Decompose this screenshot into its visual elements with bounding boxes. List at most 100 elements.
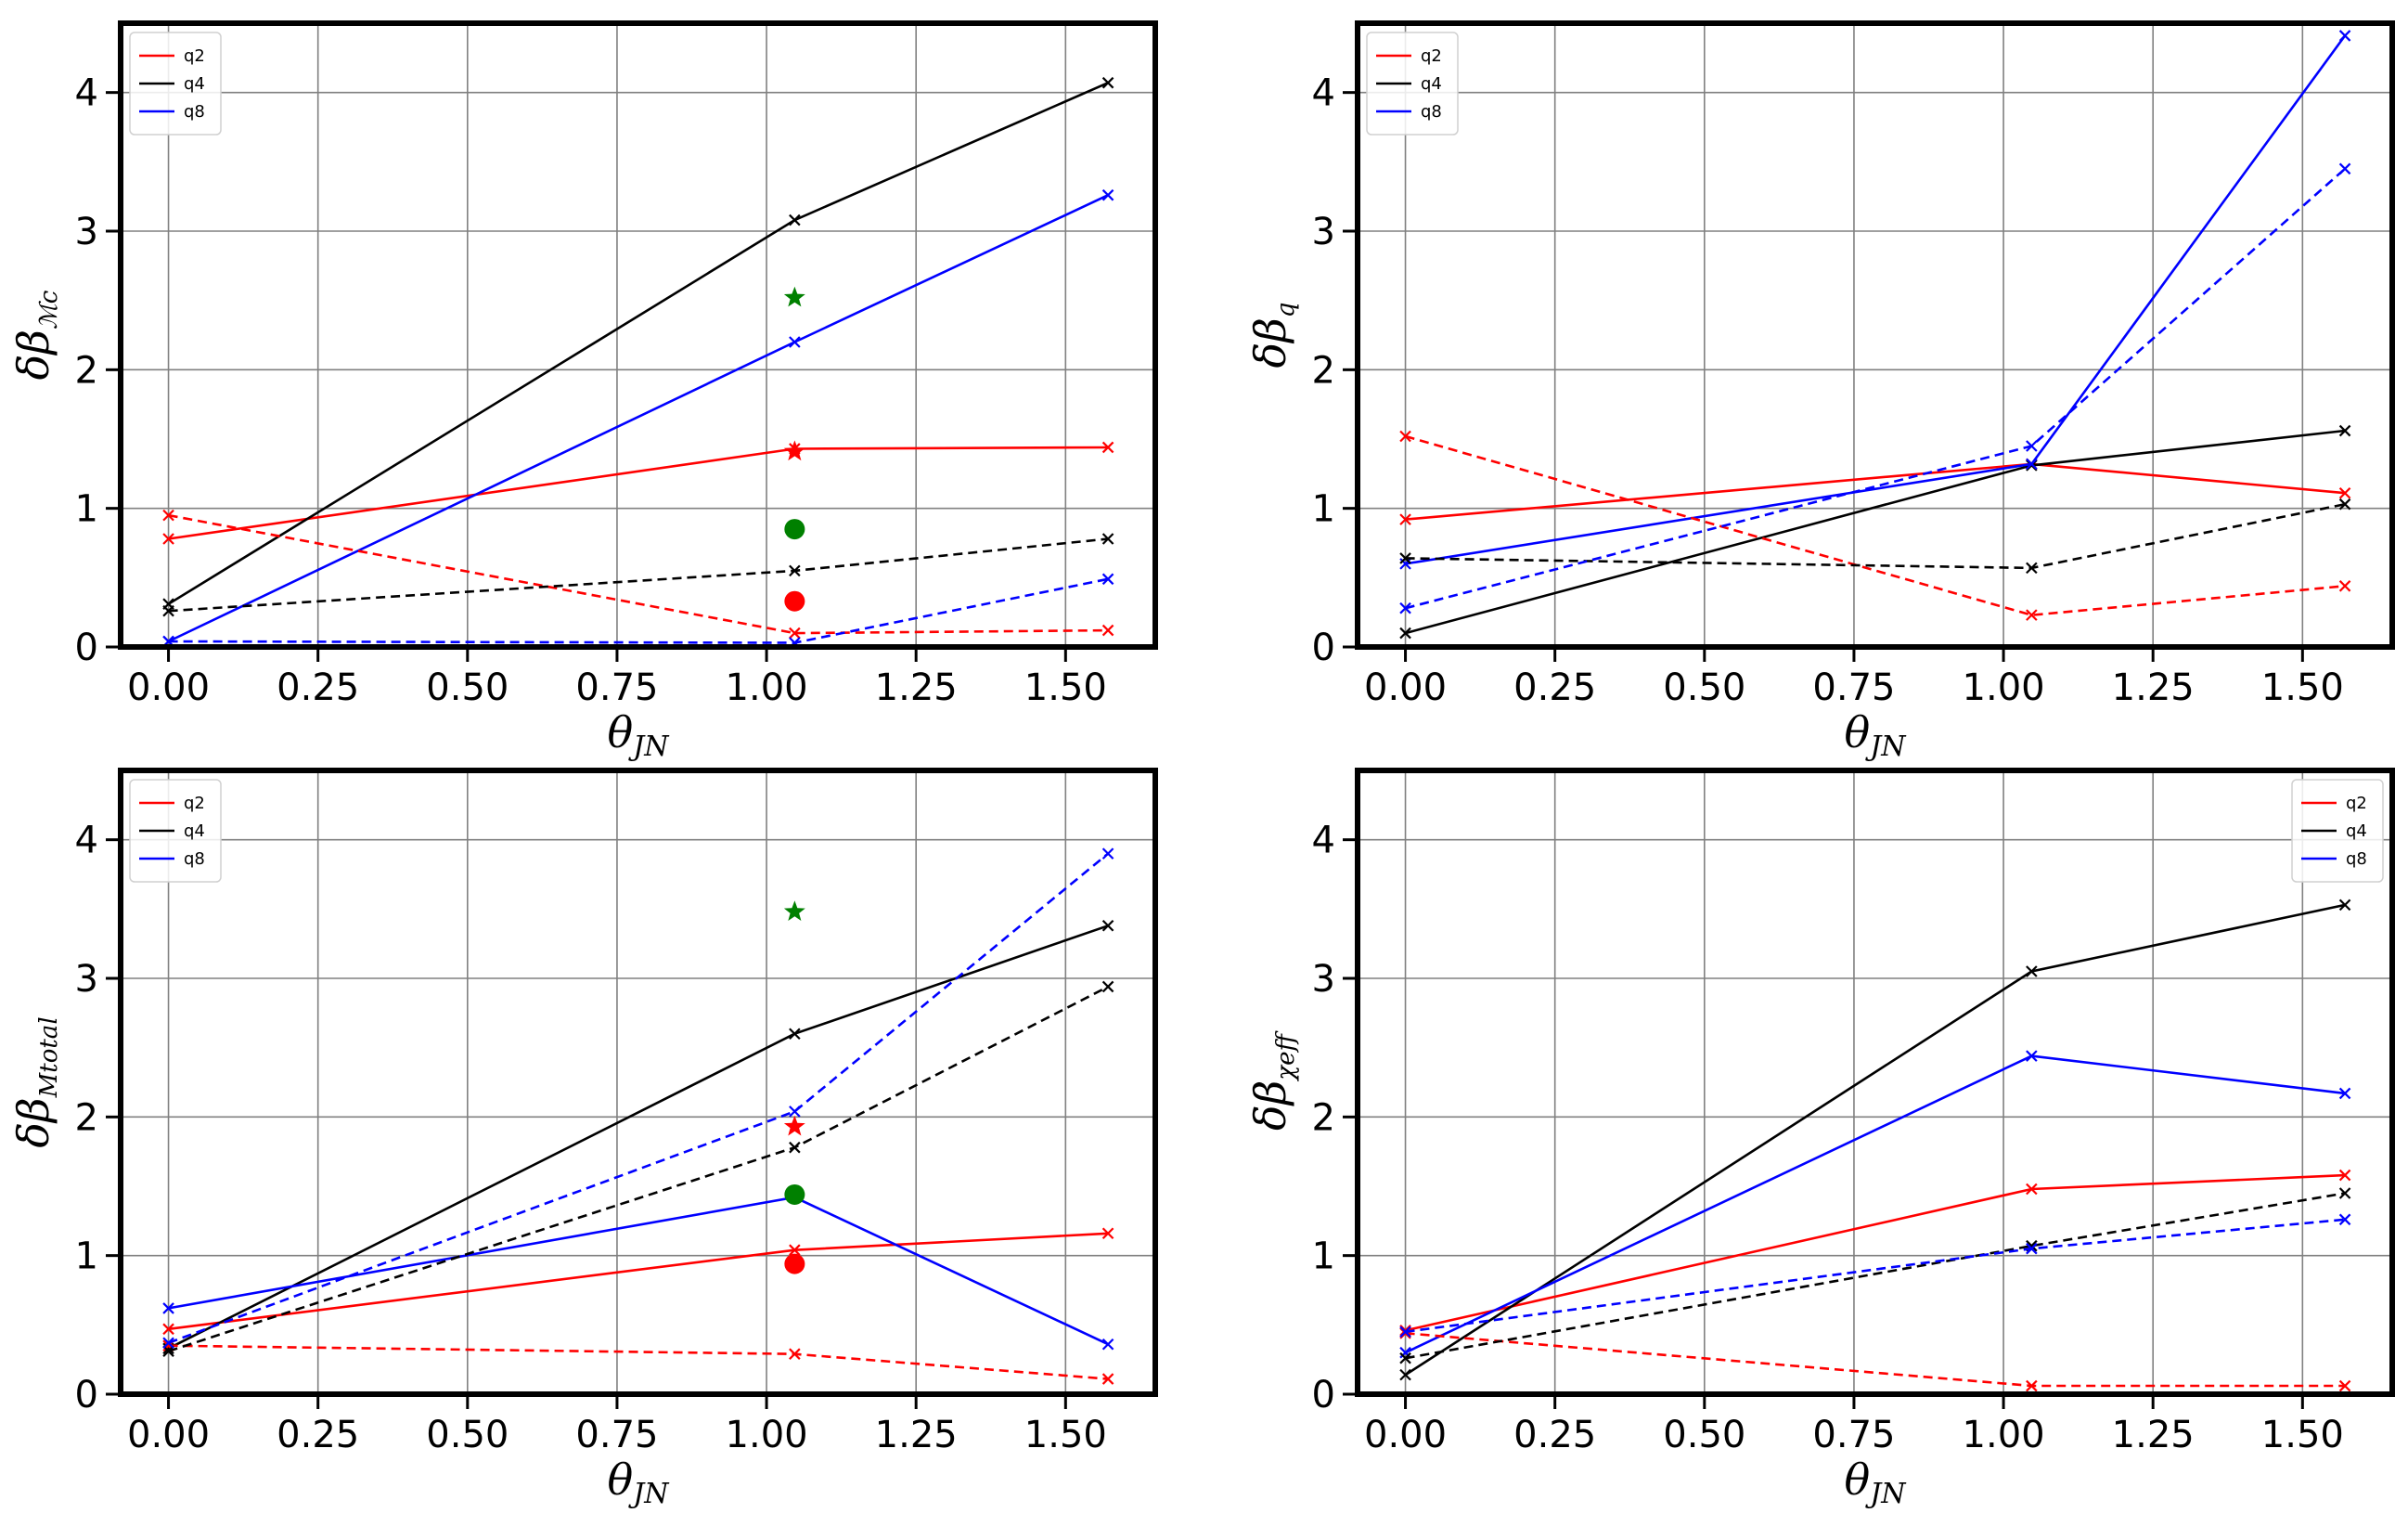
series-q4-dashed <box>1399 498 2351 575</box>
series-q8-dashed <box>162 847 1114 1350</box>
x-tick-label: 0.25 <box>1513 1414 1596 1456</box>
legend-label-q4: q4 <box>2346 821 2367 841</box>
legend-label-q8: q8 <box>2346 849 2367 869</box>
x-axis-label: θJN <box>608 1455 671 1510</box>
data-point-marker <box>1399 1326 1411 1338</box>
chart-panel-4: 0.00 0.25 0.50 0.75 1.00 1.25 1.50 0 1 2 3 4 θJN δβχe… <box>1245 768 2395 1510</box>
data-point-marker <box>1399 430 1411 443</box>
x-axis-label-main: θ <box>608 1455 634 1505</box>
data-point-marker <box>2338 486 2351 499</box>
data-point-marker <box>2026 1050 2038 1062</box>
x-tick-label: 1.25 <box>875 666 958 709</box>
axes-frame <box>118 20 1158 650</box>
y-tick-label: 1 <box>75 1235 98 1278</box>
y-axis-label-sub: ℳc <box>35 290 63 330</box>
data-point-marker <box>2338 1169 2351 1182</box>
data-point-marker <box>2338 899 2351 912</box>
data-point-marker <box>162 604 174 617</box>
data-point-marker <box>2026 609 2038 621</box>
series-line <box>168 852 1109 1344</box>
chart-panel-1: 0.00 0.25 0.50 0.75 1.00 1.25 1.50 0 1 2 3 4 θJN δβℳc… <box>8 20 1158 763</box>
y-tick-label: 4 <box>1312 820 1335 862</box>
series-q8-dashed <box>1399 162 2351 614</box>
x-tick-label: 0.00 <box>127 1414 210 1456</box>
series-line <box>168 446 1109 540</box>
x-tick-label: 1.50 <box>2261 666 2344 709</box>
data-point-marker <box>789 1244 801 1256</box>
y-tick-label: 2 <box>1312 1096 1335 1139</box>
x-axis-label-main: θ <box>1845 1455 1871 1505</box>
x-tick-label: 0.25 <box>277 666 359 709</box>
y-axis-label-main: δβ <box>1245 1080 1295 1131</box>
series-line <box>1405 434 2346 617</box>
y-tick-label: 3 <box>75 958 98 1001</box>
data-point-marker <box>1101 188 1114 201</box>
data-point-marker <box>162 1337 174 1350</box>
data-point-marker <box>789 336 801 348</box>
data-point-marker <box>1101 533 1114 545</box>
series-line <box>168 985 1109 1352</box>
plot-area <box>1399 899 2351 1392</box>
star-marker <box>783 286 805 307</box>
data-point-marker <box>162 509 174 522</box>
series-q8-solid <box>1399 30 2351 570</box>
x-tick-label: 0.75 <box>1812 1414 1895 1456</box>
data-point-marker <box>2026 1183 2038 1196</box>
series-q2-solid <box>162 1227 1114 1336</box>
data-point-marker <box>789 1348 801 1360</box>
series-q2-solid <box>1399 1169 2351 1337</box>
legend: q2 q4 q8 <box>129 32 222 136</box>
series-q8-solid <box>1399 1050 2351 1359</box>
x-axis-label-sub: JN <box>1864 731 1907 763</box>
y-tick-label: 2 <box>75 349 98 392</box>
data-point-marker <box>162 1323 174 1336</box>
series-line <box>1405 1173 2346 1332</box>
legend-label-q4: q4 <box>184 74 205 94</box>
series-line <box>1405 1192 2346 1360</box>
series-q4-solid <box>1399 899 2351 1381</box>
series-line <box>168 925 1109 1350</box>
series-line <box>168 577 1109 644</box>
plot-area <box>162 76 1114 647</box>
data-point-marker <box>2338 162 2351 175</box>
series-q2-dashed <box>162 509 1114 640</box>
y-axis-label: δβχeff <box>1245 1029 1300 1130</box>
legend-label-q2: q2 <box>2346 794 2367 813</box>
y-tick-label: 1 <box>1312 1235 1335 1278</box>
legend-label-q2: q2 <box>184 794 205 813</box>
x-tick-label: 1.00 <box>726 666 808 709</box>
data-point-marker <box>789 627 801 640</box>
legend-label-q2: q2 <box>1421 46 1442 66</box>
x-tick-label: 0.25 <box>277 1414 359 1456</box>
axes-frame <box>1355 768 2395 1397</box>
series-q8-solid <box>162 188 1114 647</box>
legend-box <box>2291 779 2384 883</box>
plot-area <box>1399 30 2351 640</box>
legend-label-q8: q8 <box>184 102 205 122</box>
data-point-marker <box>2338 424 2351 437</box>
data-point-marker <box>2338 1087 2351 1100</box>
y-tick-label: 4 <box>75 820 98 862</box>
data-point-marker <box>2338 1213 2351 1226</box>
x-tick-label: 1.00 <box>1963 1414 2045 1456</box>
x-tick-label: 1.00 <box>726 1414 808 1456</box>
series-line <box>168 1344 1109 1380</box>
circle-marker <box>784 1253 805 1274</box>
x-tick-label: 0.75 <box>575 666 658 709</box>
star-marker <box>783 1115 805 1136</box>
data-point-marker <box>2338 1187 2351 1199</box>
x-tick-label: 0.50 <box>1663 1414 1745 1456</box>
legend: q2 q4 q8 <box>1366 32 1459 136</box>
legend-label-q4: q4 <box>184 821 205 841</box>
series-q8-dashed <box>1399 1213 2351 1338</box>
x-axis-label: θJN <box>1845 707 1908 763</box>
series-line <box>168 1232 1109 1331</box>
data-point-marker <box>1101 441 1114 454</box>
y-axis-label: δβMtotal <box>8 1016 63 1147</box>
circle-marker <box>784 590 805 612</box>
y-tick-label: 3 <box>75 211 98 253</box>
x-axis-label-sub: JN <box>627 731 670 763</box>
data-point-marker <box>1101 980 1114 993</box>
data-point-marker <box>2338 30 2351 42</box>
